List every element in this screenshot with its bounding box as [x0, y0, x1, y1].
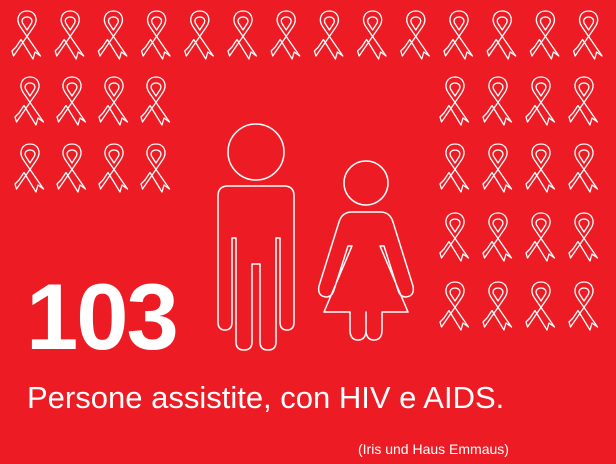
man-figure-icon — [217, 123, 295, 351]
stat-caption: Persone assistite, con HIV e AIDS. — [27, 380, 505, 415]
source-credit: (Iris und Haus Emmaus) — [358, 441, 509, 457]
stat-number: 103 — [26, 264, 179, 369]
woman-figure-icon — [317, 160, 415, 341]
